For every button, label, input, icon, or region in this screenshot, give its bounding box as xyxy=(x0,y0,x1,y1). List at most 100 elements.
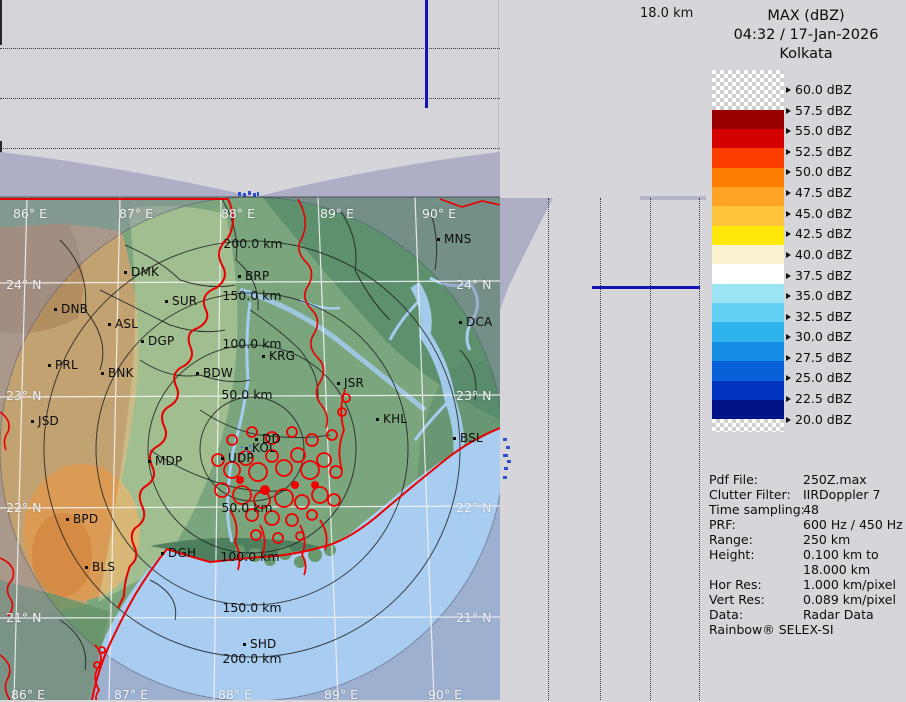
city-marker: BRP xyxy=(238,269,270,283)
city-marker: SHD xyxy=(243,637,276,651)
city-dot xyxy=(48,363,51,367)
lon-label-top: 90° E xyxy=(421,206,457,221)
info-value: 250Z.max xyxy=(803,472,867,487)
city-label: DMK xyxy=(131,265,160,279)
info-row: Pdf File: 250Z.max xyxy=(709,472,905,487)
city-marker: SUR xyxy=(165,294,197,308)
city-dot xyxy=(221,456,224,460)
info-value: 0.089 km/pixel xyxy=(803,592,896,607)
city-dot xyxy=(238,274,241,278)
city-label: BPD xyxy=(73,512,99,526)
delta-islands xyxy=(235,544,336,568)
color-swatch xyxy=(712,245,784,264)
legend-datetime: 04:32 / 17-Jan-2026 xyxy=(733,27,879,43)
out-of-range-overlay xyxy=(0,197,500,700)
city-label: BLS xyxy=(92,560,116,574)
city-label: BRP xyxy=(245,269,270,283)
color-swatch xyxy=(712,226,784,245)
city-dot xyxy=(437,237,440,241)
city-marker: JSR xyxy=(337,376,364,390)
city-dot xyxy=(141,339,144,343)
city-dot xyxy=(453,436,456,440)
height-gridline xyxy=(548,198,549,700)
ring-label: 50.0 km xyxy=(221,387,273,402)
info-label: Height: xyxy=(709,547,755,562)
side-panel-graphic xyxy=(500,198,553,479)
city-dot xyxy=(459,320,462,324)
city-dot xyxy=(161,551,164,555)
lat-label-left: 22° N xyxy=(6,500,42,515)
rivers xyxy=(226,276,485,577)
ring-label: 150.0 km xyxy=(222,600,282,615)
city-label: KRG xyxy=(269,349,296,363)
legend-level: 30.0 dBZ xyxy=(786,329,852,344)
side-height-projection-panel[interactable] xyxy=(500,150,710,700)
radar-map-graphic xyxy=(0,152,500,700)
info-label: Clutter Filter: xyxy=(709,487,791,502)
color-swatch xyxy=(712,187,784,206)
city-marker: KOL xyxy=(245,441,276,455)
city-label: KOL xyxy=(252,441,276,455)
lat-label-right: 23° N xyxy=(456,388,492,403)
lon-label-top: 89° E xyxy=(319,206,355,221)
height-gridline xyxy=(600,198,601,700)
lat-label-right: 22° N xyxy=(456,500,492,515)
city-label: KHL xyxy=(383,412,408,426)
lon-label-bottom: 90° E xyxy=(427,687,463,702)
ring-label: 150.0 km xyxy=(222,288,282,303)
city-label: DGH xyxy=(168,546,197,560)
city-marker: BPD xyxy=(66,512,99,526)
info-row: Height: 0.100 km to xyxy=(709,547,905,562)
lon-label-top: 88° E xyxy=(220,206,256,221)
city-marker: BNK xyxy=(101,366,134,380)
color-swatch-transparent xyxy=(712,419,784,432)
city-label: DCA xyxy=(466,315,493,329)
terrain-northwest-brown xyxy=(0,223,84,334)
echo-specks-kolkata xyxy=(241,445,253,456)
city-label: BNK xyxy=(108,366,134,380)
color-swatch xyxy=(712,110,784,129)
city-marker: BLS xyxy=(85,560,116,574)
coverage-wedge-side xyxy=(500,198,553,310)
coverage-wedge-right xyxy=(255,152,500,197)
info-value: 0.100 km to xyxy=(803,547,879,562)
color-swatch xyxy=(712,129,784,148)
city-marker: MNS xyxy=(437,232,472,246)
top-height-projection-panel[interactable] xyxy=(0,0,500,180)
city-marker: JSD xyxy=(31,414,59,428)
height-axis-max-label: 18.0 km xyxy=(640,6,694,21)
city-marker: ASL xyxy=(108,317,138,331)
color-swatch xyxy=(712,361,784,381)
info-label: Vert Res: xyxy=(709,592,765,607)
city-marker: DMK xyxy=(124,265,160,279)
radar-map-panel[interactable]: MNS DMK BRP SUR DNB ASL DGP KRG PRL BNK … xyxy=(0,150,500,702)
city-label: DNB xyxy=(61,302,89,316)
legend-level: 40.0 dBZ xyxy=(786,247,852,262)
info-label: Hor Res: xyxy=(709,577,762,592)
legend-level: 20.0 dBZ xyxy=(786,412,852,427)
info-row: PRF: 600 Hz / 450 Hz xyxy=(709,517,905,532)
legend-level: 22.5 dBZ xyxy=(786,391,852,406)
echo-projection-specks-side xyxy=(503,438,511,479)
info-label: PRF: xyxy=(709,517,736,532)
color-swatch xyxy=(712,342,784,361)
legend-level: 45.0 dBZ xyxy=(786,206,852,221)
legend-level: 35.0 dBZ xyxy=(786,288,852,303)
info-row: Data: Radar Data xyxy=(709,607,905,622)
color-swatch xyxy=(712,284,784,303)
city-label: JSD xyxy=(38,414,59,428)
legend-level: 27.5 dBZ xyxy=(786,350,852,365)
software-brand: Rainbow® SELEX-SI xyxy=(709,622,834,637)
city-dot xyxy=(196,371,199,375)
city-label: MDP xyxy=(155,454,183,468)
axis-edge-tick xyxy=(0,0,2,45)
city-marker: DD xyxy=(255,432,281,446)
city-dot xyxy=(54,307,57,311)
cross-section-indicator-line xyxy=(592,286,700,289)
color-swatch xyxy=(712,303,784,322)
color-swatch xyxy=(712,322,784,342)
height-gridline xyxy=(650,198,651,700)
range-rings xyxy=(43,240,461,658)
color-swatch xyxy=(712,206,784,226)
legend-level: 50.0 dBZ xyxy=(786,164,852,179)
